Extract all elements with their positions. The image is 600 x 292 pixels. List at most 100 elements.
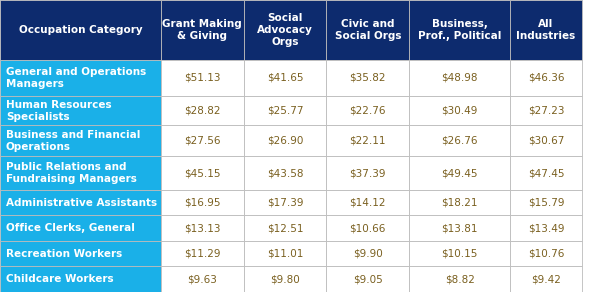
Text: $26.76: $26.76 [442,136,478,146]
Text: $45.15: $45.15 [184,168,220,178]
Text: General and Operations
Managers: General and Operations Managers [6,67,146,89]
Text: Occupation Category: Occupation Category [19,25,142,35]
Bar [409,60,510,96]
Text: $12.51: $12.51 [267,223,303,233]
Text: $8.82: $8.82 [445,274,475,284]
Text: $10.15: $10.15 [442,249,478,259]
Text: Public Relations and
Fundraising Managers: Public Relations and Fundraising Manager… [6,162,137,184]
Text: Grant Making
& Giving: Grant Making & Giving [163,19,242,41]
Text: Business and Financial
Operations: Business and Financial Operations [6,130,140,152]
Text: $18.21: $18.21 [442,198,478,208]
Bar [0,190,161,215]
Text: $47.45: $47.45 [528,168,564,178]
Text: $35.82: $35.82 [350,73,386,83]
Text: $9.42: $9.42 [531,274,561,284]
Bar [326,267,409,292]
Text: $30.67: $30.67 [528,136,564,146]
Bar [0,60,161,96]
Bar [244,241,326,267]
Text: $11.01: $11.01 [267,249,303,259]
Bar [161,241,244,267]
Text: $9.80: $9.80 [270,274,300,284]
Bar [244,190,326,215]
Bar [0,96,161,125]
Bar [0,241,161,267]
Bar [510,125,582,157]
Bar [510,241,582,267]
Text: $27.56: $27.56 [184,136,220,146]
Bar [161,0,244,60]
Bar [326,190,409,215]
Bar [510,190,582,215]
Bar [0,267,161,292]
Bar [161,125,244,157]
Text: $48.98: $48.98 [442,73,478,83]
Text: $10.66: $10.66 [350,223,386,233]
Bar [326,0,409,60]
Bar [326,125,409,157]
Text: $25.77: $25.77 [267,106,303,116]
Text: $15.79: $15.79 [528,198,564,208]
Text: $51.13: $51.13 [184,73,220,83]
Bar [510,60,582,96]
Bar [326,241,409,267]
Text: $49.45: $49.45 [442,168,478,178]
Text: $13.13: $13.13 [184,223,220,233]
Bar [510,0,582,60]
Bar [409,267,510,292]
Bar [326,215,409,241]
Text: $26.90: $26.90 [267,136,303,146]
Text: Human Resources
Specialists: Human Resources Specialists [6,100,112,122]
Text: $46.36: $46.36 [528,73,564,83]
Bar [244,267,326,292]
Bar [161,190,244,215]
Text: Business,
Prof., Political: Business, Prof., Political [418,19,501,41]
Bar [510,215,582,241]
Text: $17.39: $17.39 [267,198,303,208]
Bar [0,0,161,60]
Text: $22.11: $22.11 [350,136,386,146]
Bar [0,125,161,157]
Text: $37.39: $37.39 [350,168,386,178]
Text: $16.95: $16.95 [184,198,220,208]
Bar [409,190,510,215]
Bar [0,157,161,190]
Text: Administrative Assistants: Administrative Assistants [6,198,157,208]
Bar [409,125,510,157]
Bar [161,60,244,96]
Bar [326,157,409,190]
Bar [161,96,244,125]
Text: Office Clerks, General: Office Clerks, General [6,223,135,233]
Text: $13.49: $13.49 [528,223,564,233]
Text: Social
Advocacy
Orgs: Social Advocacy Orgs [257,13,313,47]
Bar [244,96,326,125]
Text: $13.81: $13.81 [442,223,478,233]
Text: $27.23: $27.23 [528,106,564,116]
Bar [0,215,161,241]
Bar [409,96,510,125]
Text: $9.63: $9.63 [187,274,217,284]
Bar [161,215,244,241]
Bar [409,0,510,60]
Text: $10.76: $10.76 [528,249,564,259]
Text: $14.12: $14.12 [350,198,386,208]
Bar [409,157,510,190]
Text: $9.05: $9.05 [353,274,383,284]
Text: Civic and
Social Orgs: Civic and Social Orgs [335,19,401,41]
Bar [161,267,244,292]
Text: $28.82: $28.82 [184,106,220,116]
Bar [161,157,244,190]
Text: $30.49: $30.49 [442,106,478,116]
Bar [409,215,510,241]
Bar [326,60,409,96]
Bar [326,96,409,125]
Bar [244,60,326,96]
Bar [510,267,582,292]
Text: Recreation Workers: Recreation Workers [6,249,122,259]
Bar [409,241,510,267]
Text: $9.90: $9.90 [353,249,383,259]
Bar [510,96,582,125]
Text: All
Industries: All Industries [517,19,575,41]
Bar [244,157,326,190]
Bar [244,125,326,157]
